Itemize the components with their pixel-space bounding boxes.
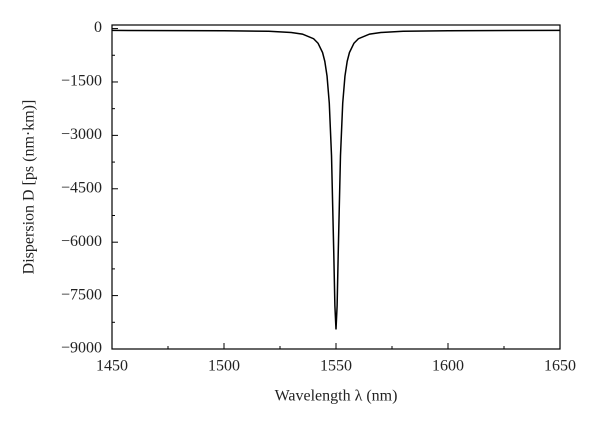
y-tick-label: −6000 xyxy=(61,233,102,250)
y-tick-label: −9000 xyxy=(61,340,102,357)
y-tick-label: −4500 xyxy=(61,179,102,196)
x-tick-label: 1550 xyxy=(320,358,352,375)
x-tick-label: 1650 xyxy=(544,358,576,375)
x-axis-label: Wavelength λ (nm) xyxy=(275,388,398,405)
y-axis-label: Dispersion D [ps (nm·km)] xyxy=(21,100,38,275)
x-tick-label: 1600 xyxy=(432,358,464,375)
x-tick-label: 1500 xyxy=(208,358,240,375)
y-tick-label: −7500 xyxy=(61,286,102,303)
plot-frame xyxy=(111,24,561,350)
data-line xyxy=(111,29,561,330)
y-tick-label: −1500 xyxy=(61,73,102,90)
y-tick-label: −3000 xyxy=(61,126,102,143)
y-tick-label: 0 xyxy=(94,19,102,36)
x-tick-label: 1450 xyxy=(96,358,128,375)
